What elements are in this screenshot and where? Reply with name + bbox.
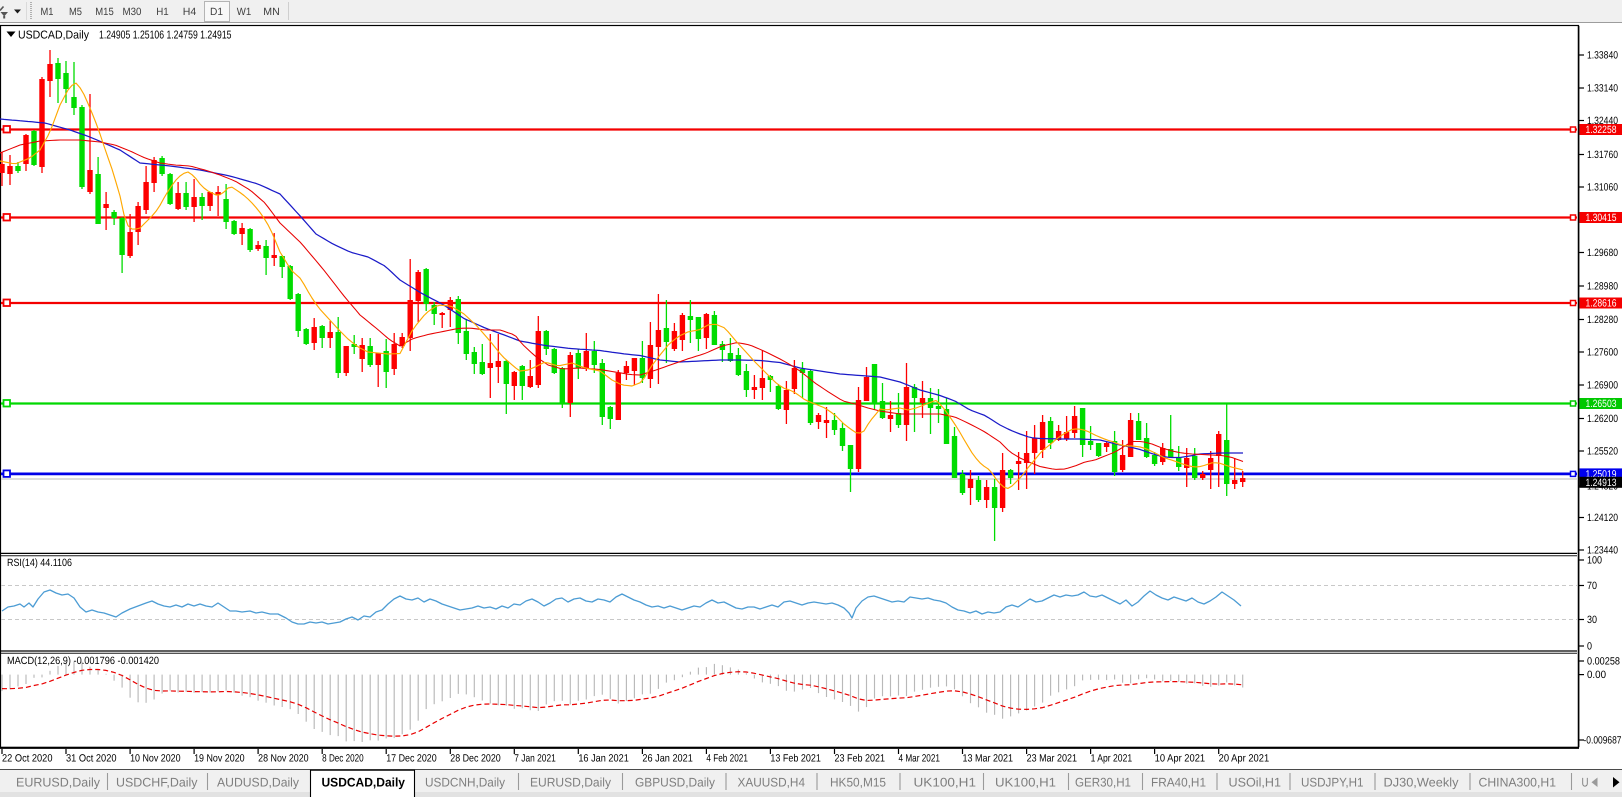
svg-text:H1: H1 bbox=[156, 6, 169, 18]
svg-text:MACD(12,26,9) -0.001796 -0.001: MACD(12,26,9) -0.001796 -0.001420 bbox=[7, 655, 159, 667]
svg-text:1.29680: 1.29680 bbox=[1587, 247, 1618, 259]
svg-text:1.28980: 1.28980 bbox=[1587, 281, 1618, 293]
svg-text:1.24905 1.25106 1.24759 1.2491: 1.24905 1.25106 1.24759 1.24915 bbox=[99, 30, 232, 42]
svg-text:USOil,H1: USOil,H1 bbox=[1229, 776, 1282, 790]
svg-text:28 Nov 2020: 28 Nov 2020 bbox=[258, 753, 309, 765]
svg-text:1.28616: 1.28616 bbox=[1586, 298, 1617, 310]
svg-text:EURUSD,Daily: EURUSD,Daily bbox=[530, 776, 612, 790]
svg-text:RSI(14) 44.1106: RSI(14) 44.1106 bbox=[7, 557, 72, 569]
svg-text:HK50,M15: HK50,M15 bbox=[830, 776, 886, 790]
svg-text:CHINA300,H1: CHINA300,H1 bbox=[1479, 776, 1557, 790]
svg-text:0.00258: 0.00258 bbox=[1587, 656, 1620, 668]
svg-text:1.26503: 1.26503 bbox=[1586, 398, 1617, 410]
svg-text:10 Apr 2021: 10 Apr 2021 bbox=[1155, 753, 1206, 765]
svg-text:20 Apr 2021: 20 Apr 2021 bbox=[1219, 753, 1270, 765]
svg-text:XAUUSD,H4: XAUUSD,H4 bbox=[738, 776, 806, 790]
svg-text:23 Mar 2021: 23 Mar 2021 bbox=[1027, 753, 1078, 765]
svg-text:13 Mar 2021: 13 Mar 2021 bbox=[963, 753, 1014, 765]
svg-text:UK100,H1: UK100,H1 bbox=[914, 776, 977, 790]
svg-text:22 Oct 2020: 22 Oct 2020 bbox=[2, 753, 53, 765]
svg-text:17 Dec 2020: 17 Dec 2020 bbox=[386, 753, 437, 765]
svg-text:M1: M1 bbox=[41, 6, 54, 18]
svg-text:USDCAD,Daily: USDCAD,Daily bbox=[322, 776, 406, 790]
svg-text:USDCHF,Daily: USDCHF,Daily bbox=[116, 776, 198, 790]
svg-text:U: U bbox=[1582, 776, 1589, 790]
svg-text:USDCNH,Daily: USDCNH,Daily bbox=[425, 776, 506, 790]
svg-text:EURUSD,Daily: EURUSD,Daily bbox=[16, 776, 101, 790]
svg-text:4 Feb 2021: 4 Feb 2021 bbox=[706, 753, 748, 765]
svg-text:8 Dec 2020: 8 Dec 2020 bbox=[322, 753, 364, 765]
svg-text:1.28280: 1.28280 bbox=[1587, 314, 1618, 326]
svg-text:31 Oct 2020: 31 Oct 2020 bbox=[66, 753, 117, 765]
svg-text:19 Nov 2020: 19 Nov 2020 bbox=[194, 753, 245, 765]
svg-text:28 Dec 2020: 28 Dec 2020 bbox=[450, 753, 501, 765]
svg-text:1.33840: 1.33840 bbox=[1587, 50, 1618, 62]
svg-text:AUDUSD,Daily: AUDUSD,Daily bbox=[217, 776, 300, 790]
svg-text:1 Apr 2021: 1 Apr 2021 bbox=[1091, 753, 1133, 765]
svg-text:DJ30,Weekly: DJ30,Weekly bbox=[1384, 776, 1460, 790]
svg-text:H4: H4 bbox=[183, 6, 197, 18]
svg-text:1.31760: 1.31760 bbox=[1587, 149, 1618, 161]
svg-text:1.30415: 1.30415 bbox=[1586, 212, 1617, 224]
svg-text:30: 30 bbox=[1587, 614, 1597, 626]
svg-text:1.24913: 1.24913 bbox=[1586, 477, 1617, 489]
svg-text:23 Feb 2021: 23 Feb 2021 bbox=[834, 753, 885, 765]
svg-text:1.32258: 1.32258 bbox=[1586, 124, 1617, 136]
svg-text:0: 0 bbox=[1587, 641, 1592, 653]
svg-text:W1: W1 bbox=[237, 6, 252, 18]
svg-text:1.33140: 1.33140 bbox=[1587, 83, 1618, 95]
svg-text:M30: M30 bbox=[123, 6, 142, 18]
svg-text:UK100,H1: UK100,H1 bbox=[995, 776, 1056, 790]
svg-text:1.24120: 1.24120 bbox=[1587, 512, 1618, 524]
svg-text:4 Mar 2021: 4 Mar 2021 bbox=[899, 753, 941, 765]
svg-text:M5: M5 bbox=[69, 6, 82, 18]
svg-text:10 Nov 2020: 10 Nov 2020 bbox=[130, 753, 181, 765]
svg-text:USDCAD,Daily: USDCAD,Daily bbox=[18, 30, 89, 42]
svg-text:100: 100 bbox=[1587, 555, 1602, 567]
svg-text:GBPUSD,Daily: GBPUSD,Daily bbox=[635, 776, 716, 790]
svg-text:70: 70 bbox=[1587, 580, 1597, 592]
svg-text:16 Jan 2021: 16 Jan 2021 bbox=[578, 753, 629, 765]
svg-text:26 Jan 2021: 26 Jan 2021 bbox=[642, 753, 693, 765]
svg-text:0.00: 0.00 bbox=[1587, 669, 1606, 681]
svg-text:1.31060: 1.31060 bbox=[1587, 182, 1618, 194]
svg-text:GER30,H1: GER30,H1 bbox=[1075, 776, 1131, 790]
svg-text:13 Feb 2021: 13 Feb 2021 bbox=[770, 753, 821, 765]
svg-text:USDJPY,H1: USDJPY,H1 bbox=[1301, 776, 1364, 790]
svg-text:D1: D1 bbox=[210, 6, 223, 18]
svg-text:MN: MN bbox=[263, 6, 280, 18]
svg-text:1.27600: 1.27600 bbox=[1587, 347, 1618, 359]
svg-text:7 Jan 2021: 7 Jan 2021 bbox=[514, 753, 556, 765]
svg-text:-0.009687: -0.009687 bbox=[1584, 735, 1622, 747]
svg-text:1.23440: 1.23440 bbox=[1587, 545, 1618, 557]
svg-text:1.26200: 1.26200 bbox=[1587, 413, 1618, 425]
svg-text:FRA40,H1: FRA40,H1 bbox=[1151, 776, 1206, 790]
svg-text:1.25520: 1.25520 bbox=[1587, 446, 1618, 458]
svg-text:M15: M15 bbox=[95, 6, 114, 18]
svg-text:1.26900: 1.26900 bbox=[1587, 380, 1618, 392]
